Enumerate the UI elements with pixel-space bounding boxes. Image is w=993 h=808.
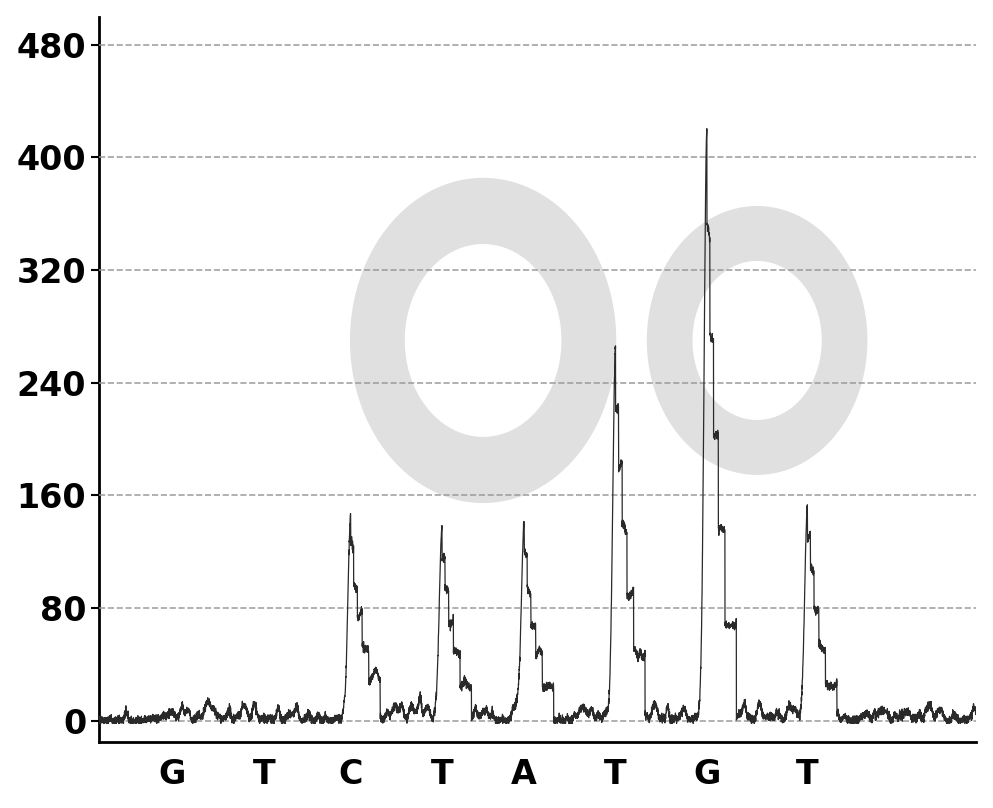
Polygon shape — [647, 207, 867, 474]
Polygon shape — [405, 245, 561, 436]
Polygon shape — [693, 262, 821, 419]
Polygon shape — [351, 179, 616, 503]
